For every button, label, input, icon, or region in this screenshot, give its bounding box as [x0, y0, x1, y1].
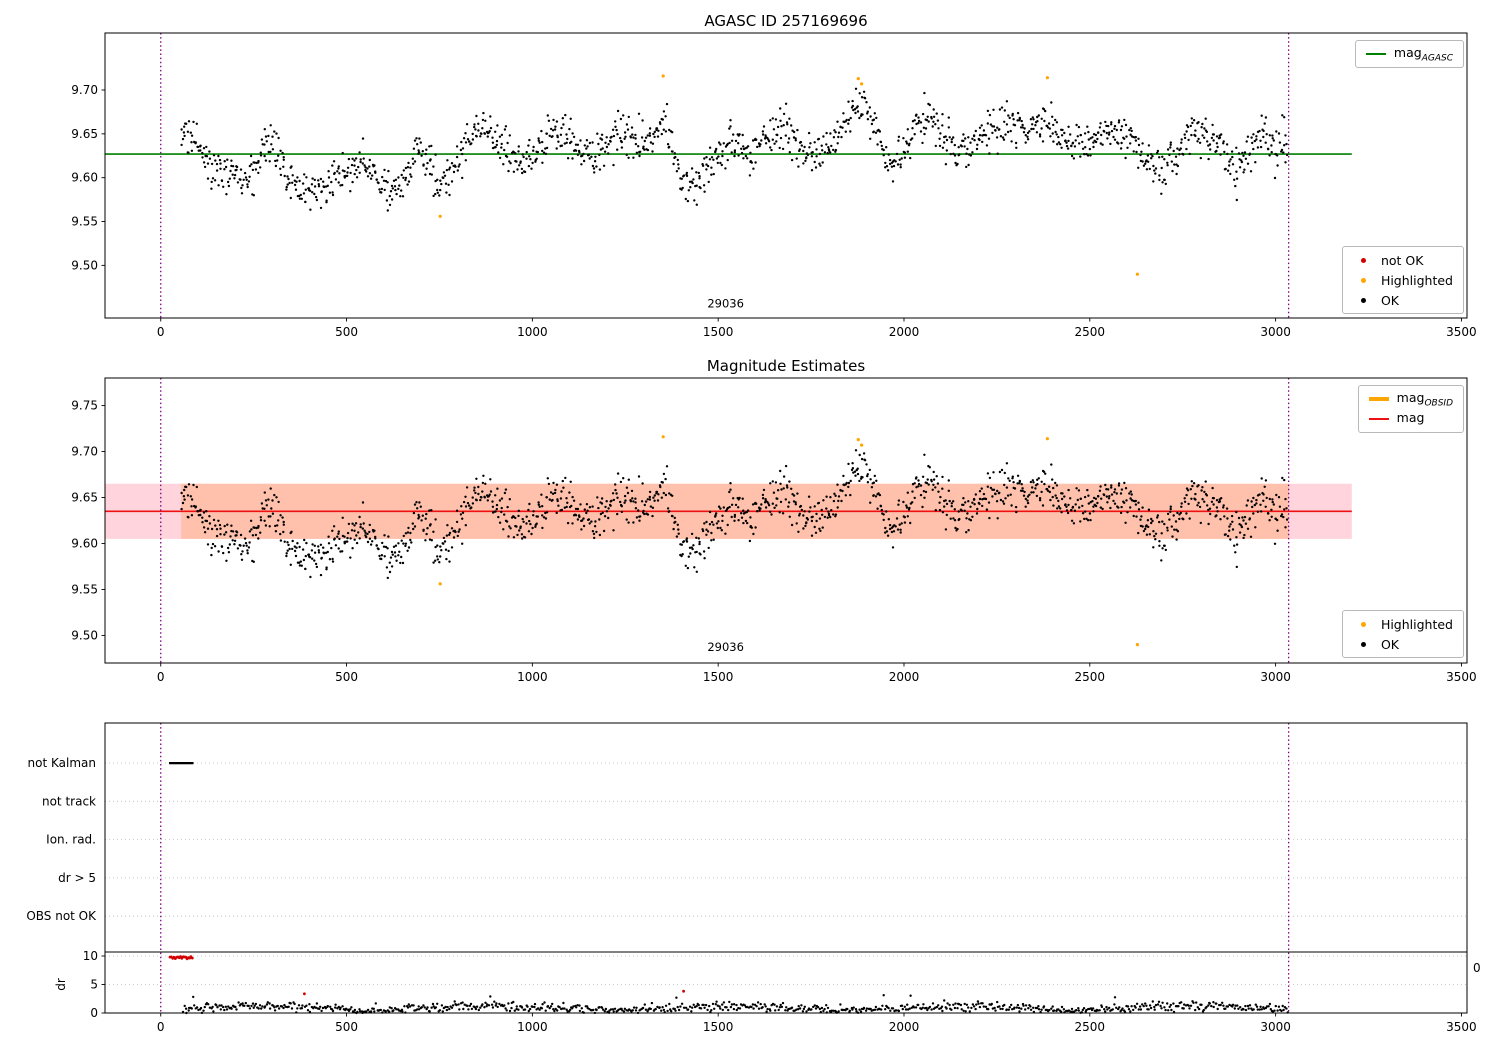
plot1-legend-bottom: not OK Highlighted OK — [1341, 246, 1464, 314]
mag-agasc-line-swatch — [1365, 53, 1386, 55]
plot1-legend-top: magAGASC — [1354, 40, 1464, 68]
x-tick-label: 2000 — [889, 1020, 920, 1034]
plot-magest-layers: 29036 — [105, 378, 1352, 663]
not-ok-dot-swatch — [1360, 257, 1366, 263]
x-tick-label: 1000 — [517, 670, 548, 684]
legend-label-mag-obsid: magOBSID — [1397, 390, 1453, 409]
y-tick-label: 9.50 — [71, 258, 98, 272]
x-tick-label: 500 — [335, 670, 358, 684]
y-tick-label: 9.50 — [71, 628, 98, 642]
highlighted-dot-swatch — [1360, 277, 1366, 283]
y-tick-label: 9.75 — [71, 399, 98, 413]
x-tick-label: 2500 — [1075, 670, 1106, 684]
x-tick-label: 3000 — [1260, 1020, 1291, 1034]
legend-item-ok: OK — [1353, 636, 1453, 652]
x-tick-label: 3500 — [1446, 670, 1477, 684]
dr-tick-label: 5 — [90, 978, 98, 992]
legend-item-highlighted: Highlighted — [1353, 616, 1453, 632]
mag-obsid-line-swatch — [1368, 397, 1389, 401]
y-tick-label: 9.70 — [71, 83, 98, 97]
x-tick-label: 0 — [157, 325, 165, 339]
dr-tick-label: 10 — [83, 949, 98, 963]
not-kalman-run — [169, 762, 194, 765]
flag-category-label: dr > 5 — [58, 871, 96, 885]
x-tick-label: 3000 — [1260, 670, 1291, 684]
x-tick-label: 3500 — [1446, 1020, 1477, 1034]
dr-points — [181, 989, 1289, 1015]
x-tick-label: 2500 — [1075, 1020, 1106, 1034]
x-tick-label: 1500 — [703, 1020, 734, 1034]
legend-item-highlighted: Highlighted — [1353, 272, 1453, 288]
legend-label-mag: mag — [1397, 410, 1425, 429]
legend-label-main: mag — [1396, 389, 1425, 405]
legend-label-mag-agasc: magAGASC — [1394, 45, 1453, 64]
plot-agasc-highlighted-points — [438, 74, 1139, 276]
plot2-legend-top: magOBSID mag — [1357, 385, 1464, 433]
y-tick-label: 9.55 — [71, 582, 98, 596]
mag-line-swatch — [1368, 418, 1389, 420]
plot-magest-axes: 0 500 1000 1500 2000 2500 3000 3500 9.50 9.55 9.60… — [71, 377, 1477, 684]
legend-item-not-ok: not OK — [1353, 252, 1453, 268]
plot2-legend-bottom: Highlighted OK — [1341, 610, 1464, 658]
flag-category-label: OBS not OK — [26, 909, 97, 923]
legend-label-not-ok: not OK — [1380, 252, 1424, 268]
plot-agasc-ok-points — [180, 87, 1289, 212]
legend-label-ok: OK — [1380, 636, 1399, 652]
obsid-annotation: 29036 — [707, 296, 744, 310]
x-tick-label: 2000 — [889, 325, 920, 339]
plot-magest-highlighted-points — [438, 435, 1139, 647]
dr-axis-label: dr — [54, 978, 68, 991]
dr-high-run — [168, 955, 194, 961]
legend-item-mag: mag — [1368, 410, 1453, 429]
legend-label-sub: OBSID — [1424, 398, 1453, 409]
y-tick-label: 9.70 — [71, 445, 98, 459]
plot1-title: AGASC ID 257169696 — [704, 12, 868, 30]
y-tick-label: 9.60 — [71, 536, 98, 550]
legend-item-mag-agasc: magAGASC — [1365, 45, 1453, 64]
highlighted-dot-swatch — [1360, 621, 1366, 627]
plot-agasc-axes: 0 500 1000 1500 2000 2500 3000 3500 9.50 9.55 9.60… — [71, 32, 1477, 339]
x-tick-label: 2500 — [1075, 325, 1106, 339]
legend-label-main: mag — [1393, 44, 1422, 60]
legend-label-highlighted: Highlighted — [1380, 616, 1453, 632]
x-tick-label: 3000 — [1260, 325, 1291, 339]
obsid-annotation: 29036 — [707, 640, 744, 654]
flag-category-label: Ion. rad. — [46, 833, 96, 847]
ok-dot-swatch — [1360, 297, 1366, 303]
x-tick-label: 500 — [335, 325, 358, 339]
y-tick-label: 9.65 — [71, 127, 98, 141]
x-tick-label: 1500 — [703, 670, 734, 684]
plot-magest-ok-points — [180, 449, 1289, 580]
legend-label-highlighted: Highlighted — [1380, 272, 1453, 288]
flag-category-label: not Kalman — [28, 756, 96, 770]
x-tick-label: 500 — [335, 1020, 358, 1034]
legend-label-ok: OK — [1380, 292, 1399, 308]
x-tick-label: 0 — [157, 670, 165, 684]
x-tick-label: 1000 — [517, 1020, 548, 1034]
legend-label-main: mag — [1396, 409, 1425, 425]
legend-item-mag-obsid: magOBSID — [1368, 390, 1453, 409]
plot2-title: Magnitude Estimates — [706, 357, 866, 375]
y-tick-label: 9.55 — [71, 215, 98, 229]
y-tick-label: 9.60 — [71, 171, 98, 185]
flag-category-label: not track — [42, 794, 96, 808]
legend-item-ok: OK — [1353, 292, 1453, 308]
legend-label-sub: AGASC — [1421, 53, 1453, 64]
flags-grid — [105, 723, 1467, 1013]
x-tick-label: 1500 — [703, 325, 734, 339]
plot-agasc-layers: 29036 — [105, 33, 1352, 318]
ok-dot-swatch — [1360, 641, 1366, 647]
x-tick-label: 1000 — [517, 325, 548, 339]
x-tick-label: 2000 — [889, 670, 920, 684]
right-axis-tick-label: 0 — [1473, 961, 1481, 975]
x-tick-label: 3500 — [1446, 325, 1477, 339]
dr-tick-label: 0 — [90, 1006, 98, 1020]
y-tick-label: 9.65 — [71, 491, 98, 505]
x-tick-label: 0 — [157, 1020, 165, 1034]
